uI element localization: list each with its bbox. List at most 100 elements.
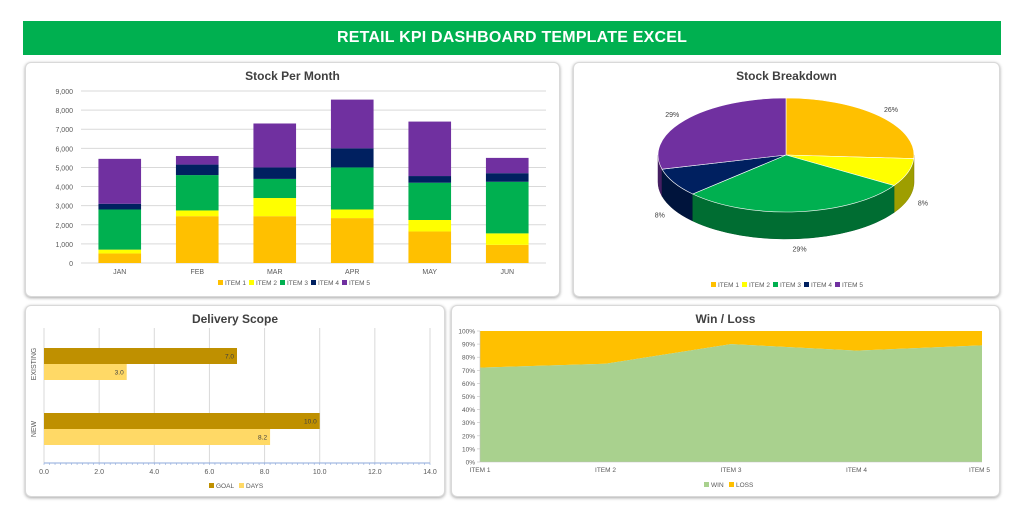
y-tick-label: 7,000 [55,127,73,134]
stock-per-month-chart: 0 1,000 2,000 3,000 4,000 5,000 6,000 7,000 8,00… [55,89,546,287]
bar-segment [485,233,529,245]
bar-segment [98,253,142,263]
delivery-scope-title: Delivery Scope [191,312,279,326]
bar-segment [485,157,529,174]
y-tick-label: 1,000 [55,242,73,249]
y-tick-label: 0% [466,460,476,467]
bar-segment [175,216,219,263]
x-tick-label: APR [345,269,359,276]
bar-segment [485,244,529,263]
legend-swatch [218,280,223,285]
x-tick-label: JUN [500,269,514,276]
bar-segment [253,123,297,168]
stock-per-month-title: Stock Per Month [245,69,340,83]
y-tick-label: 10% [462,446,475,453]
legend-swatch [311,280,316,285]
legend-label: ITEM 3 [780,282,801,289]
bar [44,429,271,445]
x-tick-label: MAY [422,269,437,276]
y-tick-label: 3,000 [55,204,73,211]
y-tick-label: 70% [462,368,475,375]
legend-label: ITEM 5 [842,282,863,289]
pie-data-label: 29% [665,112,679,119]
legend-label: LOSS [736,482,754,489]
bar-segment [330,167,374,210]
legend-swatch [239,483,244,488]
bar-segment [253,198,297,217]
pie-slice [785,97,915,159]
x-tick-label: ITEM 3 [721,467,742,474]
bar-segment [253,178,297,199]
y-category-label: NEW [31,420,38,437]
y-tick-label: 6,000 [55,146,73,153]
legend-label: ITEM 4 [318,280,339,287]
bar-segment [98,209,142,250]
bar-segment [98,203,142,210]
bar-segment [485,181,529,234]
bar-segment [175,164,219,176]
pie-data-label: 29% [793,247,807,254]
x-tick-label: ITEM 4 [846,467,867,474]
dashboard-title: RETAIL KPI DASHBOARD TEMPLATE EXCEL [336,29,688,46]
legend-swatch [711,282,716,287]
y-category-label: EXISTING [31,348,38,381]
win-loss-chart: 0% 10% 20% 30% 40% 50% 60% 70% 80% 90% 100% ITEM 1 I… [458,329,990,490]
y-tick-label: 5,000 [55,165,73,172]
y-tick-label: 90% [462,342,475,349]
stock-per-month-panel: Stock Per Month 0 1,000 2,000 3,000 4,000 5,0… [25,62,560,297]
area-win [480,344,982,462]
bar-segment [408,231,452,263]
bar [44,413,320,429]
pie-data-label: 8% [918,201,928,208]
bar-segment [98,249,142,254]
x-tick-label: 2.0 [94,469,104,476]
bar-segment [253,167,297,179]
y-tick-label: 30% [462,420,475,427]
legend-swatch [804,282,809,287]
y-tick-label: 60% [462,381,475,388]
y-tick-label: 9,000 [55,89,73,96]
win-loss-title: Win / Loss [695,312,756,326]
stock-breakdown-title: Stock Breakdown [736,69,837,83]
x-tick-label: ITEM 2 [595,467,616,474]
legend-label: DAYS [246,483,264,490]
bar-data-label: 8.2 [258,435,267,442]
x-tick-label: ITEM 1 [470,467,491,474]
bar-segment [330,218,374,263]
legend-swatch [280,280,285,285]
stock-breakdown-chart: 26% 8% 29% 8% 29% ITEM 1 ITEM 2 ITEM 3 ITEM 4 ITE… [655,97,928,289]
x-tick-label: 12.0 [368,469,382,476]
bar-segment [253,216,297,263]
pie-slice [691,154,895,213]
legend-swatch [704,482,709,487]
legend-swatch [209,483,214,488]
x-tick-label: FEB [190,269,204,276]
bar-data-label: 10.0 [304,419,317,426]
bar-segment [98,158,142,204]
bar-segment [175,210,219,217]
bar-segment [408,220,452,232]
y-tick-label: 2,000 [55,223,73,230]
legend-label: ITEM 3 [287,280,308,287]
stock-breakdown-panel: Stock Breakdown 26% 8% 29% 8% 29% ITEM 1 ITEM … [573,62,1000,297]
legend-label: ITEM 1 [225,280,246,287]
dashboard-title-banner: RETAIL KPI DASHBOARD TEMPLATE EXCEL [23,21,1001,55]
x-tick-label: 14.0 [423,469,437,476]
legend-swatch [773,282,778,287]
legend-label: ITEM 4 [811,282,832,289]
y-tick-label: 4,000 [55,185,73,192]
area-loss [480,331,982,368]
y-tick-label: 8,000 [55,108,73,115]
x-tick-label: ITEM 5 [969,467,990,474]
legend-swatch [835,282,840,287]
x-tick-label: 6.0 [205,469,215,476]
win-loss-panel: Win / Loss 0% 10% 20% 30% 40% 50% 60% 70% 80% 90%… [451,305,1000,497]
bar-data-label: 3.0 [115,370,124,377]
x-tick-label: JAN [113,269,126,276]
bar [44,348,237,364]
legend-swatch [742,282,747,287]
y-tick-label: 40% [462,407,475,414]
bar-segment [485,173,529,182]
bar-segment [330,209,374,219]
pie-data-label: 8% [655,212,665,219]
